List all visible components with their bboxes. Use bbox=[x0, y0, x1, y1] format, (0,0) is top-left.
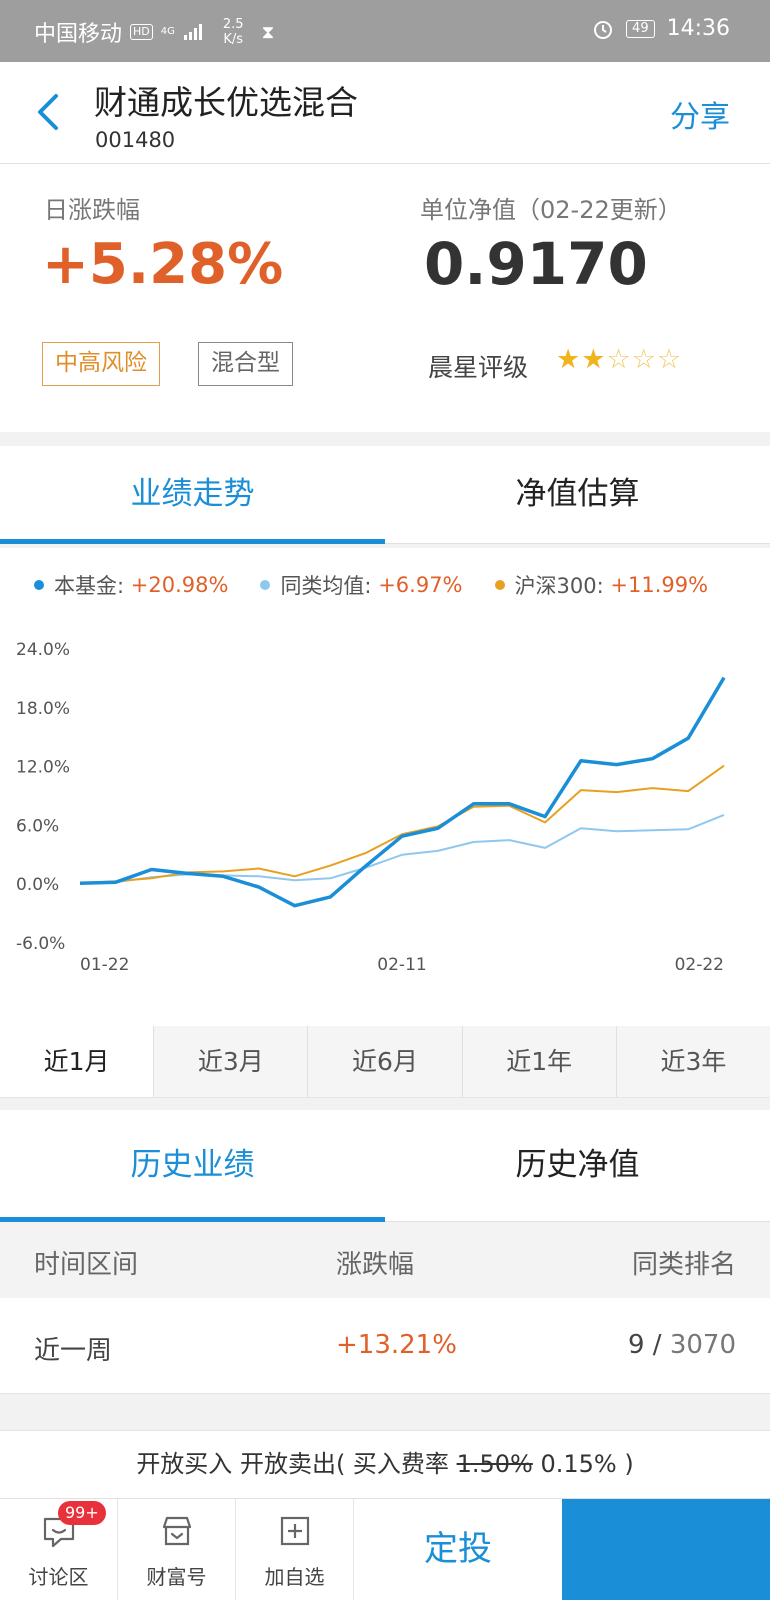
period-selector: 近1月 近3月 近6月 近1年 近3年 bbox=[0, 1026, 770, 1098]
fund-title: 财通成长优选混合 bbox=[94, 83, 358, 122]
clock: 14:36 bbox=[666, 16, 730, 41]
column-header-rank: 同类排名 bbox=[631, 1250, 736, 1280]
x-tick-label: 01-22 bbox=[80, 955, 129, 975]
period-6m[interactable]: 近6月 bbox=[307, 1026, 461, 1097]
auto-invest-button[interactable]: 定投 bbox=[354, 1499, 562, 1600]
storefront-icon bbox=[162, 1516, 192, 1546]
star-empty-icon: ☆ bbox=[631, 344, 657, 375]
legend-dot bbox=[494, 580, 505, 590]
battery-icon: 49 bbox=[626, 19, 655, 38]
rating-stars: ★★☆☆☆ bbox=[556, 344, 682, 375]
row-rank: 9 / 3070 bbox=[627, 1330, 736, 1360]
row-period: 近一周 bbox=[34, 1336, 113, 1366]
y-tick-label: 24.0% bbox=[16, 640, 70, 660]
fund-code: 001480 bbox=[95, 128, 176, 152]
unread-badge: 99+ bbox=[58, 1501, 106, 1525]
carrier: 中国移动 bbox=[34, 22, 123, 47]
alarm-icon bbox=[594, 20, 613, 39]
star-empty-icon: ☆ bbox=[606, 344, 632, 375]
period-3m[interactable]: 近3月 bbox=[153, 1026, 307, 1097]
share-button[interactable]: 分享 bbox=[670, 100, 730, 135]
x-tick-label: 02-22 bbox=[675, 955, 724, 975]
table-row[interactable]: 近一周 +13.21% 9 / 3070 bbox=[0, 1298, 770, 1394]
star-filled-icon: ★ bbox=[556, 344, 582, 375]
status-bar: 中国移动 HD 4G 2.5 K/s ⧗ 49 14:36 bbox=[0, 0, 770, 62]
y-tick-label: 18.0% bbox=[16, 699, 70, 719]
series-line-沪深300 bbox=[79, 764, 725, 885]
fund-type-tag: 混合型 bbox=[198, 342, 293, 386]
discount-fee-rate: 0.15% ) bbox=[532, 1450, 634, 1478]
performance-chart: 24.0% 18.0% 12.0% 6.0% 0.0% -6.0% 01-22 02-11 02… bbox=[0, 548, 770, 1026]
y-tick-label: -6.0% bbox=[16, 934, 65, 954]
network-icon: 4G bbox=[160, 26, 175, 37]
add-watchlist-button[interactable]: 加自选 bbox=[236, 1499, 354, 1600]
legend-item-csi300: 沪深300: +11.99% bbox=[494, 570, 708, 600]
wealth-account-button[interactable]: 财富号 bbox=[118, 1499, 236, 1600]
legend-item-peer-average: 同类均值: +6.97% bbox=[260, 570, 463, 600]
hourglass-icon: ⧗ bbox=[261, 21, 275, 43]
daily-change-label: 日涨跌幅 bbox=[44, 196, 140, 224]
legend-dot bbox=[260, 580, 271, 590]
discuss-label: 讨论区 bbox=[28, 1565, 89, 1589]
network-speed: 2.5 K/s bbox=[222, 17, 244, 47]
history-tabs: 历史业绩 历史净值 bbox=[0, 1110, 770, 1222]
trade-status-notice: 开放买入 开放卖出( 买入费率 1.50% 0.15% ) bbox=[0, 1430, 770, 1498]
row-change: +13.21% bbox=[336, 1330, 457, 1360]
y-tick-label: 0.0% bbox=[16, 875, 59, 895]
chart-tabs: 业绩走势 净值估算 bbox=[0, 446, 770, 544]
add-watchlist-label: 加自选 bbox=[264, 1565, 325, 1589]
chart-svg: 24.0% 18.0% 12.0% 6.0% 0.0% -6.0% 01-22 02-11 02… bbox=[16, 640, 726, 975]
period-1y[interactable]: 近1年 bbox=[461, 1026, 616, 1097]
back-arrow-icon[interactable] bbox=[30, 90, 70, 134]
x-tick-label: 02-11 bbox=[377, 955, 426, 975]
legend-item-fund: 本基金: +20.98% bbox=[34, 570, 228, 600]
add-square-icon bbox=[280, 1516, 310, 1546]
app-header: 财通成长优选混合 001480 分享 bbox=[0, 62, 770, 164]
active-tab-indicator bbox=[0, 539, 385, 544]
signal-icon bbox=[183, 24, 202, 40]
y-tick-label: 6.0% bbox=[16, 816, 59, 836]
wealth-account-label: 财富号 bbox=[146, 1565, 207, 1589]
chart-legend: 本基金: +20.98% 同类均值: +6.97% 沪深300: +11.99% bbox=[34, 570, 708, 600]
rating-label: 晨星评级 bbox=[428, 353, 529, 382]
y-tick-label: 12.0% bbox=[16, 758, 70, 778]
discuss-button[interactable]: 99+ 讨论区 bbox=[0, 1499, 118, 1600]
column-header-period: 时间区间 bbox=[34, 1250, 139, 1280]
series-line-本基金 bbox=[79, 676, 726, 908]
original-fee-rate: 1.50% bbox=[456, 1450, 533, 1478]
star-empty-icon: ☆ bbox=[656, 344, 683, 375]
nav-label: 单位净值（02-22更新） bbox=[420, 196, 682, 224]
nav-value: 0.9170 bbox=[424, 230, 648, 298]
buy-button[interactable] bbox=[562, 1499, 770, 1600]
star-filled-icon: ★ bbox=[581, 344, 607, 375]
period-1m[interactable]: 近1月 bbox=[0, 1026, 154, 1097]
bottom-action-bar: 99+ 讨论区 财富号 加自选 定投 bbox=[0, 1498, 770, 1600]
active-tab-indicator bbox=[0, 1217, 385, 1222]
period-3y[interactable]: 近3年 bbox=[615, 1026, 770, 1097]
daily-change-value: +5.28% bbox=[42, 232, 284, 297]
tab-history-performance[interactable]: 历史业绩 bbox=[130, 1147, 255, 1183]
hd-icon: HD bbox=[130, 24, 153, 40]
risk-level-tag: 中高风险 bbox=[42, 342, 160, 386]
legend-dot bbox=[34, 580, 44, 590]
tab-performance-trend[interactable]: 业绩走势 bbox=[130, 476, 255, 512]
table-header: 时间区间 涨跌幅 同类排名 bbox=[0, 1222, 770, 1298]
column-header-change: 涨跌幅 bbox=[336, 1250, 415, 1280]
fund-summary: 日涨跌幅 +5.28% 单位净值（02-22更新） 0.9170 中高风险 混合… bbox=[0, 164, 770, 432]
tab-history-nav[interactable]: 历史净值 bbox=[515, 1147, 640, 1183]
tab-nav-estimate[interactable]: 净值估算 bbox=[515, 476, 640, 512]
